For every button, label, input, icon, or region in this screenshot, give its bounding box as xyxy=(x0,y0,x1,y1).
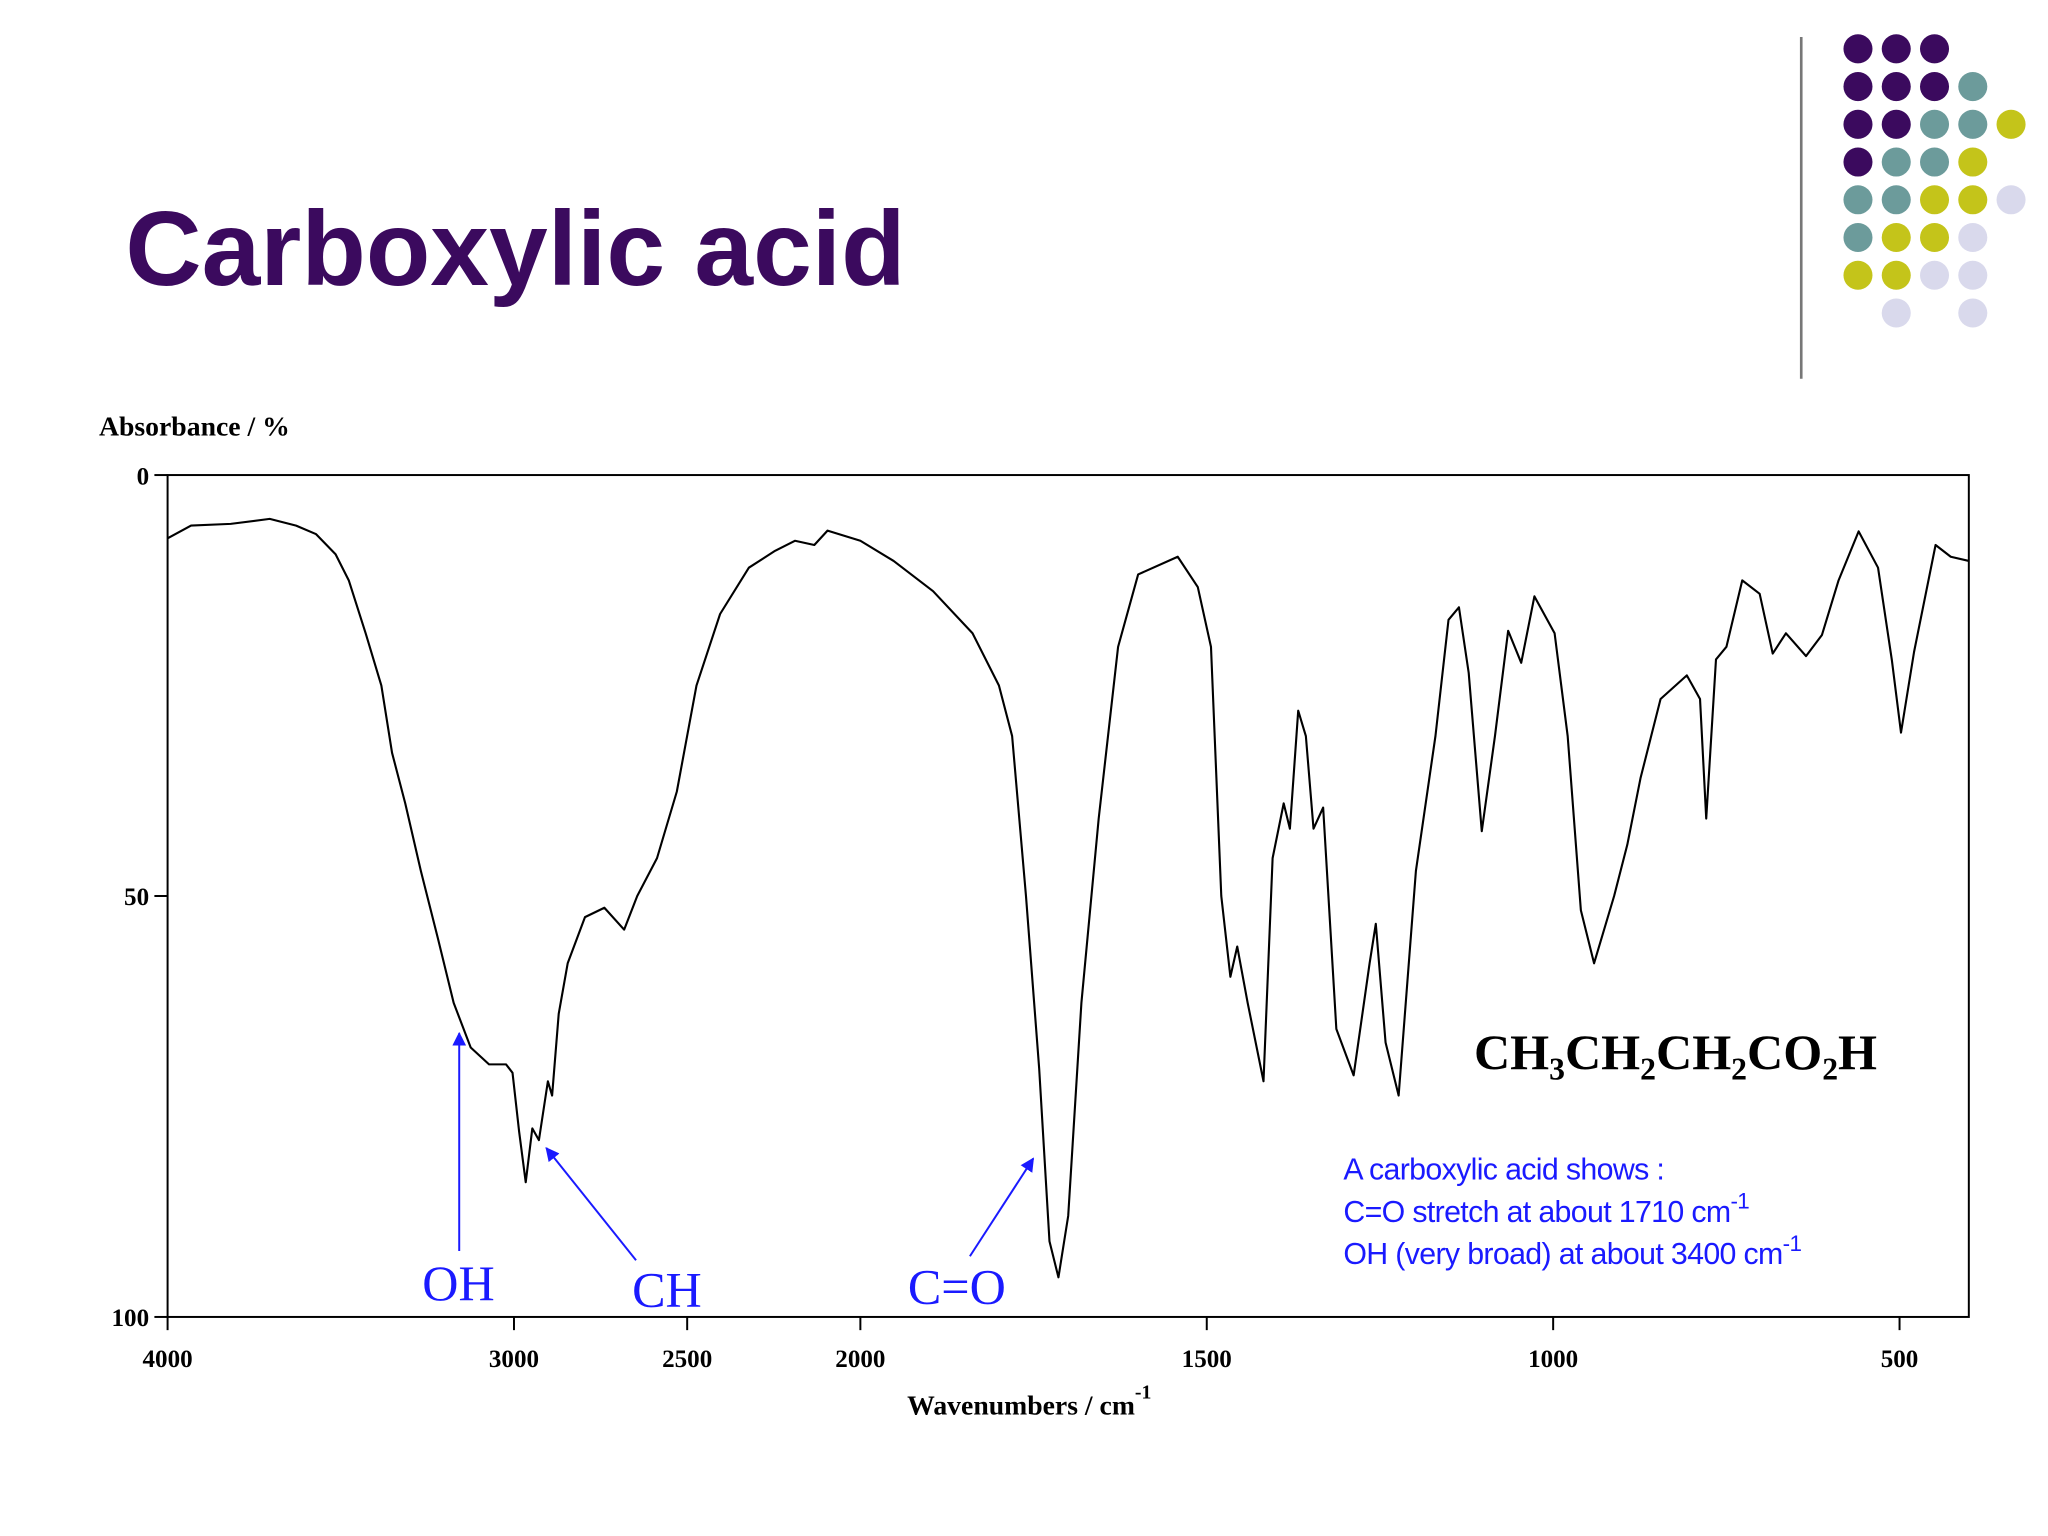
dot xyxy=(1881,72,1911,102)
formula-subscript: 2 xyxy=(1640,1051,1656,1086)
dot xyxy=(1881,109,1911,139)
y-tick-label: 0 xyxy=(137,463,150,490)
annotation-label: C=O xyxy=(908,1259,1006,1315)
formula-part: H xyxy=(1838,1024,1877,1080)
dot xyxy=(1881,34,1911,64)
formula: CH3CH2CH2CO2H xyxy=(1474,1024,1877,1087)
dot xyxy=(1920,185,1950,215)
dot xyxy=(1843,260,1873,290)
note-line: A carboxylic acid shows : xyxy=(1343,1154,1664,1187)
note-line: C=O stretch at about 1710 cm-1 xyxy=(1343,1189,1749,1229)
x-axis-label: Wavenumbers / cm-1 xyxy=(907,1382,1151,1421)
dot xyxy=(1920,34,1950,64)
dot xyxy=(1881,185,1911,215)
formula-part: CO xyxy=(1747,1024,1822,1080)
note-text: A carboxylic acid shows : xyxy=(1343,1154,1664,1187)
slide-title: Carboxylic acid xyxy=(125,190,905,308)
dot xyxy=(1881,223,1911,253)
dot xyxy=(1958,298,1988,328)
dot xyxy=(1958,185,1988,215)
x-tick-label: 1500 xyxy=(1182,1346,1232,1373)
note-text: OH (very broad) at about 3400 cm xyxy=(1343,1238,1782,1271)
dot xyxy=(1843,185,1873,215)
dot xyxy=(1958,223,1988,253)
note-sup: -1 xyxy=(1731,1189,1750,1214)
dot xyxy=(1958,109,1988,139)
formula-part: CH xyxy=(1656,1024,1731,1080)
annotation-label: OH xyxy=(422,1255,494,1311)
annotation-arrow xyxy=(545,1146,637,1261)
formula-subscript: 2 xyxy=(1731,1051,1747,1086)
y-axis-label: Absorbance / % xyxy=(99,410,290,441)
note-sup: -1 xyxy=(1783,1231,1802,1256)
annotation-arrow xyxy=(969,1157,1035,1257)
dot xyxy=(1996,185,2026,215)
dot xyxy=(1881,260,1911,290)
x-tick-label: 500 xyxy=(1881,1346,1919,1373)
formula-part: CH xyxy=(1565,1024,1640,1080)
note-line: OH (very broad) at about 3400 cm-1 xyxy=(1343,1231,1801,1271)
annotation-label: CH xyxy=(632,1261,702,1317)
plot-frame xyxy=(166,474,1970,1318)
dot xyxy=(1881,147,1911,177)
dot xyxy=(1843,72,1873,102)
dot xyxy=(1996,109,2026,139)
decoration xyxy=(1843,34,2026,328)
x-tick-label: 3000 xyxy=(489,1346,539,1373)
dot xyxy=(1881,298,1911,328)
dot xyxy=(1958,260,1988,290)
x-tick-label: 2500 xyxy=(662,1346,712,1373)
x-tick-label: 1000 xyxy=(1528,1346,1578,1373)
y-tick-label: 50 xyxy=(124,884,149,911)
formula-part: CH xyxy=(1474,1024,1549,1080)
dot xyxy=(1843,109,1873,139)
x-axis-label-text: Wavenumbers / cm xyxy=(907,1390,1135,1421)
y-tick-label: 100 xyxy=(112,1305,150,1332)
x-axis-label-sup: -1 xyxy=(1135,1382,1151,1404)
note-text: C=O stretch at about 1710 cm xyxy=(1343,1196,1730,1229)
x-tick-label: 2000 xyxy=(835,1346,885,1373)
dot xyxy=(1843,34,1873,64)
dot xyxy=(1958,72,1988,102)
dot xyxy=(1920,147,1950,177)
dot xyxy=(1958,147,1988,177)
dot xyxy=(1920,109,1950,139)
formula-subscript: 3 xyxy=(1549,1051,1565,1086)
dot xyxy=(1920,223,1950,253)
spectrum-line xyxy=(167,517,1970,1279)
dot xyxy=(1920,260,1950,290)
x-tick-label: 4000 xyxy=(143,1346,193,1373)
dot xyxy=(1920,72,1950,102)
dot xyxy=(1843,223,1873,253)
dot xyxy=(1843,147,1873,177)
formula-subscript: 2 xyxy=(1822,1051,1838,1086)
